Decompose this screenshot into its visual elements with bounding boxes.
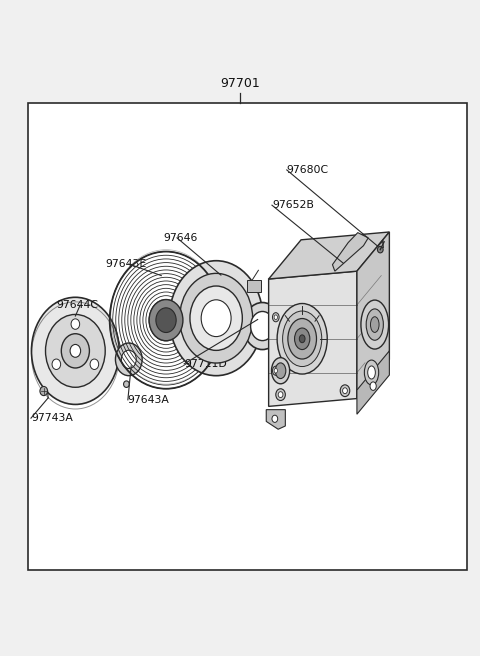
Ellipse shape <box>180 274 252 363</box>
Ellipse shape <box>343 388 348 394</box>
Ellipse shape <box>361 300 389 349</box>
Ellipse shape <box>156 308 176 333</box>
Ellipse shape <box>52 359 60 369</box>
Ellipse shape <box>273 313 279 322</box>
Ellipse shape <box>251 312 274 340</box>
Ellipse shape <box>61 334 89 368</box>
Ellipse shape <box>32 297 119 405</box>
Ellipse shape <box>201 300 231 337</box>
Text: 97643A: 97643A <box>128 395 170 405</box>
Ellipse shape <box>371 317 379 333</box>
Ellipse shape <box>121 350 136 369</box>
Ellipse shape <box>149 300 183 340</box>
Ellipse shape <box>243 302 281 350</box>
Text: 97701: 97701 <box>220 77 260 90</box>
Ellipse shape <box>190 286 242 350</box>
Text: 97711D: 97711D <box>184 359 227 369</box>
Ellipse shape <box>368 366 375 379</box>
Bar <box>247 280 261 292</box>
Ellipse shape <box>276 363 286 379</box>
Text: 97680C: 97680C <box>287 165 329 175</box>
Ellipse shape <box>288 319 316 359</box>
Bar <box>28 102 467 569</box>
Ellipse shape <box>70 344 81 358</box>
Ellipse shape <box>274 369 277 373</box>
Ellipse shape <box>116 343 142 376</box>
Ellipse shape <box>283 311 322 367</box>
Polygon shape <box>357 232 389 399</box>
Ellipse shape <box>90 359 99 369</box>
Polygon shape <box>269 232 389 279</box>
Polygon shape <box>357 351 389 414</box>
Ellipse shape <box>273 366 279 375</box>
Ellipse shape <box>40 386 48 396</box>
Text: 97646: 97646 <box>164 233 198 243</box>
Ellipse shape <box>71 319 80 329</box>
Ellipse shape <box>295 328 310 350</box>
Ellipse shape <box>169 260 263 376</box>
Ellipse shape <box>274 315 277 319</box>
Text: 97643E: 97643E <box>106 259 147 269</box>
Text: 97743A: 97743A <box>31 413 73 423</box>
Ellipse shape <box>278 392 283 398</box>
Ellipse shape <box>364 360 379 385</box>
Ellipse shape <box>277 304 327 374</box>
Ellipse shape <box>272 358 289 384</box>
Ellipse shape <box>46 314 105 387</box>
Ellipse shape <box>340 385 350 397</box>
Text: 97644C: 97644C <box>56 300 98 310</box>
Ellipse shape <box>370 382 376 390</box>
Polygon shape <box>266 409 285 429</box>
Ellipse shape <box>276 389 285 401</box>
Ellipse shape <box>366 309 384 340</box>
Ellipse shape <box>272 415 278 422</box>
Polygon shape <box>269 271 357 406</box>
Ellipse shape <box>300 335 305 342</box>
Polygon shape <box>333 233 368 271</box>
Text: 97652B: 97652B <box>272 200 314 210</box>
Ellipse shape <box>123 381 129 388</box>
Ellipse shape <box>377 247 383 253</box>
